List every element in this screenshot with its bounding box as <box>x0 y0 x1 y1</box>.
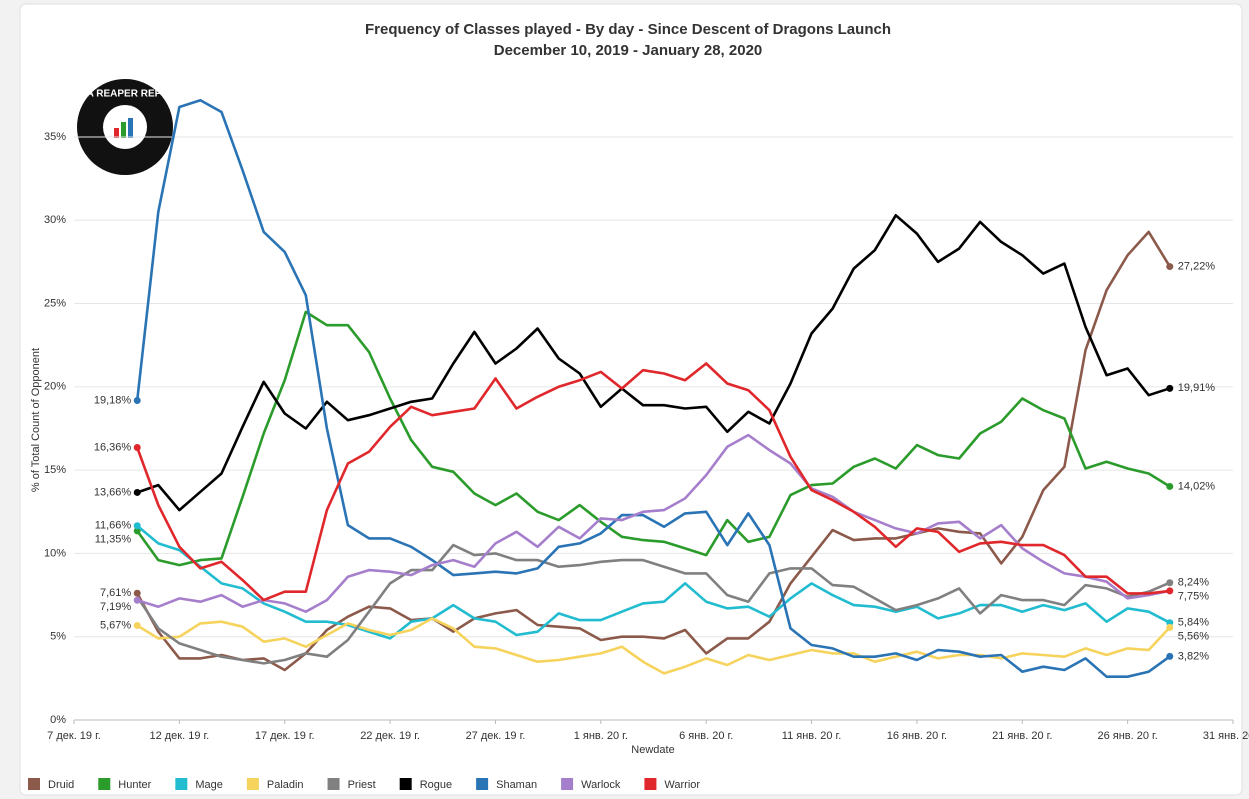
value-label: 7,19% <box>100 601 131 613</box>
point-marker <box>133 596 141 604</box>
legend-swatch <box>644 778 657 790</box>
x-tick-label: 22 дек. 19 г. <box>360 730 420 742</box>
card <box>19 3 1243 796</box>
value-label: 11,66% <box>95 520 132 532</box>
x-tick-label: 12 дек. 19 г. <box>149 730 209 742</box>
legend-label: Shaman <box>496 779 537 791</box>
value-label: 5,56% <box>1178 631 1209 643</box>
logo-bar <box>121 122 126 138</box>
legend-swatch <box>28 778 40 790</box>
point-marker <box>133 527 141 535</box>
series-line <box>136 617 1171 675</box>
value-label: 3,82% <box>1178 650 1209 662</box>
series-line <box>136 433 1171 613</box>
logo-bar <box>114 128 119 138</box>
value-label: 7,75% <box>1178 591 1209 603</box>
y-tick-label: 35% <box>44 131 66 143</box>
value-label: 13,66% <box>94 486 132 498</box>
legend-swatch <box>175 778 188 790</box>
legend-label: Warrior <box>664 779 700 791</box>
point-marker <box>133 622 141 630</box>
x-tick-label: 21 янв. 20 г. <box>992 730 1052 742</box>
value-label: 11,35% <box>95 534 132 546</box>
legend-label: Paladin <box>267 779 304 791</box>
y-tick-label: 0% <box>50 714 66 726</box>
y-tick-label: 25% <box>44 297 66 309</box>
series-line <box>136 230 1171 672</box>
legend-swatch <box>476 778 489 790</box>
value-label: 19,91% <box>1178 382 1216 394</box>
x-axis-title: Newdate <box>631 744 674 756</box>
logo-bar <box>128 118 133 138</box>
logo: DATA REAPER REPORT <box>68 79 183 175</box>
series-line <box>135 362 1170 602</box>
series-line <box>135 99 1171 678</box>
legend-label: Warlock <box>581 779 621 791</box>
legend-swatch <box>246 778 259 790</box>
y-tick-label: 5% <box>50 631 66 643</box>
value-label: 19,18% <box>94 394 132 406</box>
series-line <box>136 524 1171 640</box>
x-tick-label: 17 дек. 19 г. <box>255 730 315 742</box>
point-marker <box>1166 623 1174 631</box>
series-line <box>136 214 1171 512</box>
x-tick-label: 1 янв. 20 г. <box>574 730 628 742</box>
x-tick-label: 7 дек. 19 г. <box>47 730 101 742</box>
x-tick-label: 26 янв. 20 г. <box>1097 730 1157 742</box>
point-marker <box>133 397 141 405</box>
point-marker <box>133 522 141 530</box>
value-label: 5,84% <box>1178 617 1209 629</box>
value-label: 27,22% <box>1178 260 1216 272</box>
series-line <box>136 543 1171 665</box>
x-tick-label: 16 янв. 20 г. <box>887 730 947 742</box>
legend-swatch <box>399 778 412 790</box>
legend-label: Druid <box>48 779 74 791</box>
x-tick-label: 6 янв. 20 г. <box>679 730 733 742</box>
legend-swatch <box>98 778 111 790</box>
point-marker <box>133 488 141 496</box>
chart-subtitle: December 10, 2019 - January 28, 2020 <box>494 42 763 59</box>
legend-label: Rogue <box>420 779 452 791</box>
point-marker <box>133 443 141 451</box>
legend-swatch <box>561 778 574 790</box>
y-axis-title: % of Total Count of Opponent <box>30 348 42 492</box>
chart-title: Frequency of Classes played - By day - S… <box>365 21 891 38</box>
value-label: 7,61% <box>100 587 131 599</box>
point-marker <box>1166 384 1174 392</box>
x-tick-label: 11 янв. 20 г. <box>782 730 841 742</box>
x-tick-label: 31 янв. 20 г. <box>1203 730 1249 742</box>
logo-text: DATA REAPER REPORT <box>68 89 183 100</box>
point-marker <box>1166 587 1174 595</box>
point-marker <box>133 589 141 597</box>
point-marker <box>1166 263 1174 271</box>
y-tick-label: 20% <box>44 381 66 393</box>
legend-label: Hunter <box>118 779 151 791</box>
point-marker <box>1166 482 1174 490</box>
legend-label: Priest <box>348 779 376 791</box>
x-tick-label: 27 дек. 19 г. <box>466 730 526 742</box>
point-marker <box>1166 579 1174 587</box>
point-marker <box>1166 652 1174 660</box>
value-label: 8,24% <box>1178 577 1209 589</box>
y-tick-label: 15% <box>44 464 66 476</box>
legend-swatch <box>327 778 340 790</box>
y-tick-label: 30% <box>44 214 66 226</box>
value-label: 14,02% <box>1178 480 1216 492</box>
y-tick-label: 10% <box>44 547 66 559</box>
legend-label: Mage <box>195 779 223 791</box>
value-label: 5,67% <box>100 619 131 631</box>
value-label: 16,36% <box>94 441 132 453</box>
